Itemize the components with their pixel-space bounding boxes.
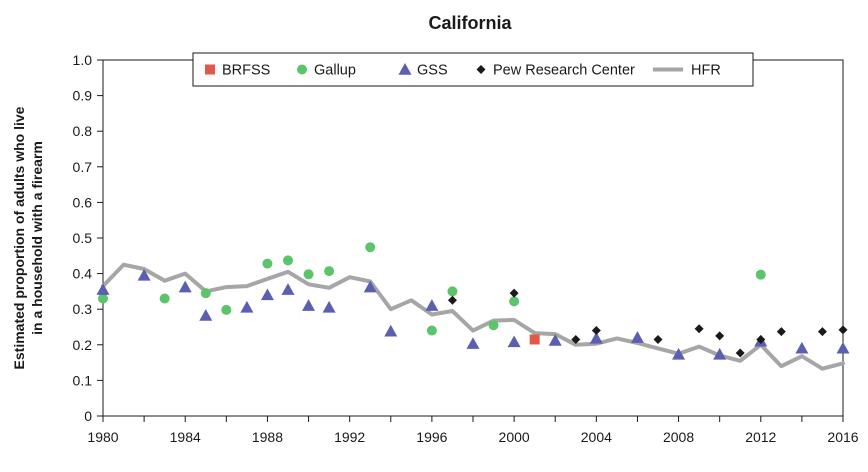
point-gss: [672, 347, 686, 360]
y-tick-label: 0.7: [73, 159, 93, 175]
legend-swatch-gss: [398, 63, 412, 75]
legend-label-pew-research-center: Pew Research Center: [493, 63, 635, 79]
point-gss: [178, 280, 192, 293]
point-gss: [199, 309, 213, 321]
legend: BRFSS Gallup GSS Pew Research Center HFR: [192, 52, 754, 87]
x-tick-label: 1996: [416, 429, 447, 445]
point-gss: [548, 334, 562, 346]
x-tick-label: 1988: [252, 429, 283, 445]
x-tick-label: 1984: [170, 429, 201, 445]
point-gss: [384, 324, 398, 337]
point-pew-research-center: [509, 288, 519, 298]
x-tick-label: 1992: [334, 429, 365, 445]
point-pew-research-center: [817, 327, 827, 337]
x-tick-label: 2012: [745, 429, 776, 445]
point-pew-research-center: [447, 295, 457, 305]
chart-title: California: [428, 13, 512, 33]
point-gss: [137, 268, 151, 281]
point-gss: [425, 299, 439, 311]
point-gallup: [221, 304, 232, 315]
point-gallup: [303, 269, 314, 280]
point-pew-research-center: [715, 331, 725, 341]
point-gss: [713, 347, 727, 360]
series-line-hfr: [101, 262, 845, 371]
point-gallup: [447, 286, 458, 297]
point-gallup: [365, 242, 376, 253]
point-gss: [630, 331, 644, 343]
y-tick-label: 1.0: [73, 52, 93, 68]
point-gallup: [98, 293, 108, 304]
point-gss: [795, 341, 809, 354]
y-tick-label: 0.4: [73, 266, 93, 282]
x-tick-label: 1980: [87, 429, 118, 445]
point-pew-research-center: [838, 325, 848, 335]
point-gallup: [488, 320, 499, 331]
point-gss: [96, 283, 110, 295]
point-gallup: [262, 258, 273, 269]
x-tick-label: 2016: [827, 429, 858, 445]
y-tick-label: 0.3: [73, 301, 93, 317]
y-tick-label: 0.8: [73, 123, 93, 139]
point-gallup: [426, 325, 437, 336]
point-gss: [302, 299, 316, 311]
y-tick-label: 0: [84, 408, 92, 424]
legend-label-hfr: HFR: [691, 63, 721, 79]
point-gss: [589, 331, 603, 344]
point-gallup: [200, 288, 211, 299]
y-tick-label: 0.2: [73, 337, 93, 353]
legend-swatch-pew-research-center: [476, 65, 486, 74]
point-gss: [240, 300, 254, 313]
point-gallup: [159, 293, 170, 304]
y-axis-label-line: in a household with a firearm: [29, 141, 45, 335]
legend-label-brfss: BRFSS: [222, 63, 270, 79]
point-pew-research-center: [694, 324, 704, 334]
axes: 0 0.1 0.2 0.3 0.4 0.5 0.6 0.7 0.8 0.9 1.0 1980 1984 1…: [73, 52, 859, 445]
point-gss: [363, 280, 377, 293]
y-tick-label: 0.1: [73, 372, 93, 388]
legend-label-gallup: Gallup: [314, 63, 356, 79]
point-gallup: [755, 269, 766, 280]
point-gss: [507, 335, 521, 348]
point-pew-research-center: [756, 334, 766, 344]
point-gallup: [283, 255, 293, 266]
x-tick-label: 2008: [663, 429, 694, 445]
point-gss: [466, 337, 480, 349]
point-pew-research-center: [776, 327, 786, 337]
point-pew-research-center: [591, 326, 601, 336]
legend-swatch-brfss: [205, 64, 215, 75]
points-layer: [96, 242, 850, 360]
point-pew-research-center: [735, 348, 745, 358]
point-gallup: [324, 266, 335, 277]
plot-frame: [102, 59, 844, 417]
point-gss: [281, 283, 295, 295]
x-tick-label: 2000: [499, 429, 530, 445]
point-gss: [836, 341, 850, 354]
hfr-series-layer: [101, 262, 845, 371]
y-tick-label: 0.5: [73, 230, 93, 246]
y-tick-label: 0.9: [73, 88, 93, 104]
point-pew-research-center: [571, 334, 581, 344]
point-gss: [260, 288, 274, 301]
x-tick-label: 2004: [581, 429, 612, 445]
y-tick-label: 0.6: [73, 194, 93, 210]
point-gallup: [509, 296, 520, 307]
point-pew-research-center: [653, 334, 663, 344]
y-axis-label: Estimated proportion of adults who live i…: [11, 106, 45, 369]
legend-label-gss: GSS: [417, 63, 448, 79]
legend-swatch-gallup: [297, 64, 307, 75]
y-axis-label-line: Estimated proportion of adults who live: [11, 106, 27, 369]
point-gss: [322, 300, 336, 313]
point-brfss: [529, 334, 540, 345]
